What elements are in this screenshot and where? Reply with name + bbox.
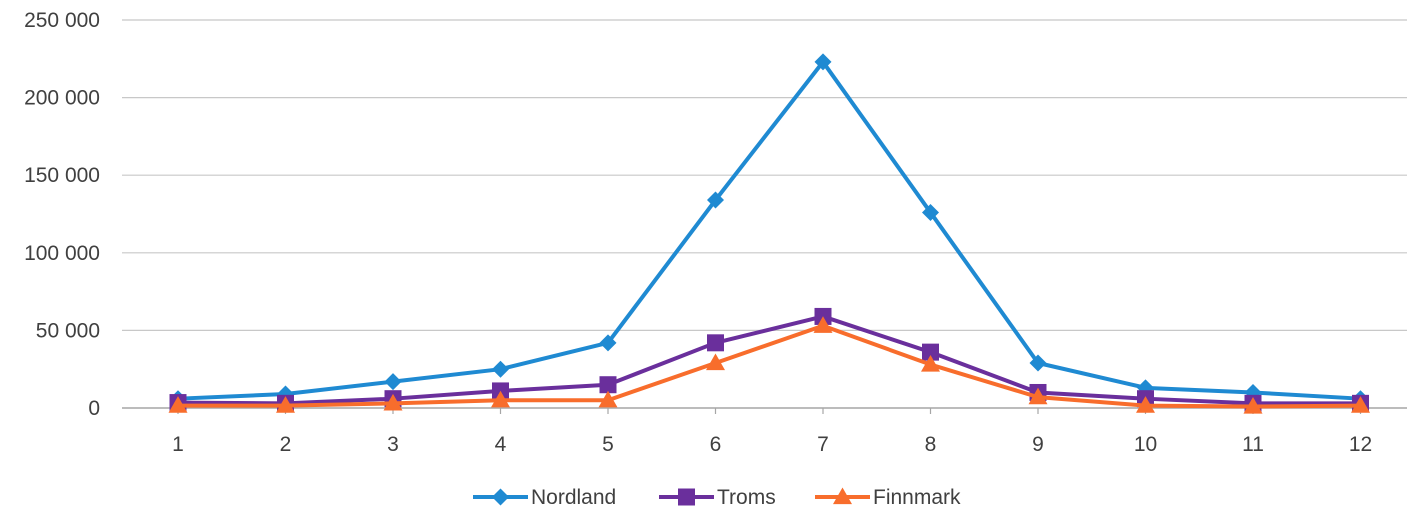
x-tick-label: 5 — [602, 433, 614, 456]
x-tick-label: 11 — [1242, 433, 1264, 456]
y-tick-label: 100 000 — [24, 242, 100, 265]
y-tick-label: 150 000 — [24, 164, 100, 187]
data-point-finnmark — [383, 393, 403, 411]
x-tick-label: 6 — [710, 433, 722, 456]
gridlines — [122, 19, 1407, 409]
series-line-finnmark — [178, 323, 1361, 409]
y-tick-label: 200 000 — [24, 87, 100, 110]
x-tick-label: 9 — [1032, 433, 1044, 456]
data-point-nordland — [1029, 354, 1047, 372]
legend-item-finnmark: Finnmark — [815, 486, 961, 509]
data-point-finnmark — [813, 316, 833, 333]
data-point-finnmark — [706, 353, 725, 371]
series-line-troms — [177, 314, 1361, 406]
data-point-nordland — [922, 203, 939, 221]
legend-label-finnmark: Finnmark — [873, 486, 961, 509]
data-point-nordland — [814, 53, 832, 71]
data-point-troms — [707, 334, 724, 352]
data-point-finnmark — [921, 355, 940, 372]
series-group — [168, 53, 1370, 414]
legend: Nordland Troms Finnmark — [473, 486, 961, 509]
legend-marker-finnmark — [833, 487, 852, 505]
data-point-nordland — [707, 191, 724, 209]
data-point-nordland — [492, 360, 509, 378]
data-point-finnmark — [168, 396, 188, 413]
data-point-finnmark — [491, 390, 510, 408]
legend-item-troms: Troms — [659, 486, 776, 509]
data-point-finnmark — [1351, 396, 1370, 413]
data-point-finnmark — [276, 396, 295, 413]
x-tick-label: 10 — [1134, 433, 1157, 456]
data-point-nordland — [384, 373, 402, 391]
data-point-finnmark — [1136, 396, 1155, 413]
series-line-nordland — [177, 59, 1361, 401]
series-troms — [169, 307, 1369, 412]
y-tick-label: 250 000 — [24, 9, 100, 32]
y-tick-label: 50 000 — [36, 319, 100, 342]
legend-marker-nordland — [492, 488, 509, 506]
legend-item-nordland: Nordland — [473, 486, 616, 509]
legend-label-troms: Troms — [717, 486, 776, 509]
x-tick-label: 4 — [495, 433, 507, 456]
legend-marker-troms — [678, 488, 695, 506]
series-finnmark — [168, 316, 1370, 414]
data-point-troms — [599, 376, 617, 394]
data-point-nordland — [599, 334, 617, 352]
data-point-finnmark — [598, 390, 618, 408]
data-point-finnmark — [1243, 396, 1263, 414]
x-tick-label: 7 — [817, 433, 829, 456]
legend-label-nordland: Nordland — [531, 486, 616, 509]
x-tick-label: 3 — [387, 433, 399, 456]
x-tick-label: 12 — [1349, 433, 1372, 456]
x-tick-label: 8 — [925, 433, 937, 456]
data-point-troms — [922, 343, 939, 361]
x-tick-label: 2 — [280, 433, 292, 456]
x-tick-label: 1 — [172, 433, 184, 456]
y-tick-label: 0 — [88, 397, 100, 420]
data-point-finnmark — [1028, 387, 1048, 405]
series-nordland — [169, 53, 1369, 408]
